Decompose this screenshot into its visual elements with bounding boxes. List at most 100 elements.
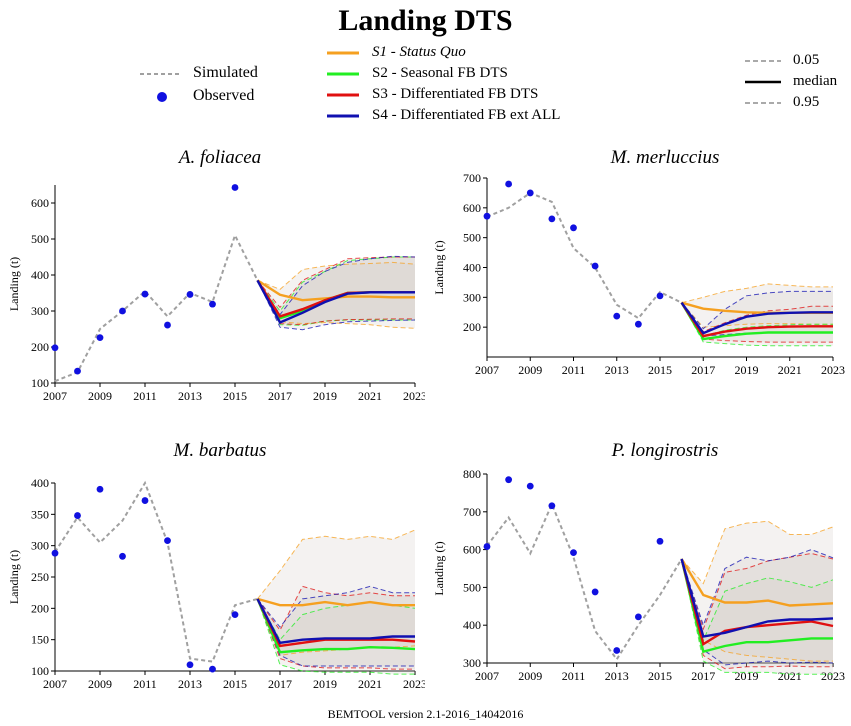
y-tick-label: 300 <box>31 304 49 318</box>
x-tick-label: 2019 <box>735 363 759 377</box>
observed-point <box>656 292 664 300</box>
legend-s2-label: S2 - Seasonal FB DTS <box>372 65 508 81</box>
observed-point <box>119 552 126 560</box>
x-tick-label: 2017 <box>268 389 292 403</box>
x-tick-label: 2017 <box>268 677 292 691</box>
legend-s4-label: S4 - Differentiated FB ext ALL <box>372 107 561 123</box>
observed-point <box>613 312 621 320</box>
observed-point <box>96 334 104 342</box>
series-s2-q05 <box>681 558 833 675</box>
y-tick-label: 400 <box>463 618 481 632</box>
legend-q05-label: 0.05 <box>793 52 820 68</box>
series-s4-q05 <box>257 280 416 331</box>
series-s1-q95 <box>681 520 834 585</box>
panel-title: M. merluccius <box>610 147 720 168</box>
series-s2-median <box>680 302 833 341</box>
series-s4-median <box>680 558 834 638</box>
series-simulated <box>486 191 683 320</box>
y-tick-label: 400 <box>31 476 49 490</box>
x-tick-label: 2013 <box>605 669 629 683</box>
x-tick-label: 2017 <box>691 669 715 683</box>
y-tick-label: 600 <box>463 543 481 557</box>
observed-point <box>613 647 621 654</box>
series-s4-q05 <box>681 558 834 666</box>
observed-point <box>141 497 149 504</box>
x-tick-label: 2021 <box>358 677 382 691</box>
band-s2 <box>257 257 415 326</box>
panel-m-barbatus: M. barbatus 2007 2009 2011 2013 2015 2017 2019… <box>0 440 425 702</box>
series-s2-q05 <box>257 598 415 675</box>
x-tick-label: 2009 <box>518 669 542 683</box>
legend-quantile-swatches <box>745 60 781 104</box>
series-s4-median <box>256 598 415 645</box>
observed-point <box>548 215 556 223</box>
x-tick-label: 2011 <box>562 363 586 377</box>
y-tick-label: 100 <box>31 376 49 390</box>
plot-m-merluccius: 2007 2009 2011 2013 2015 2017 2019 2021 2023 200 3… <box>432 171 845 377</box>
plot-a-foliacea: 2007 2009 2011 2013 2015 2017 2019 2021 2023 100 2… <box>7 184 425 403</box>
observed-point <box>570 224 577 232</box>
panel-title: A. foliacea <box>178 147 262 168</box>
chart-title: Landing DTS <box>338 4 513 37</box>
x-tick-label: 2007 <box>475 363 499 377</box>
x-tick-label: 2009 <box>88 677 112 691</box>
band-s4 <box>681 549 833 665</box>
observed-point <box>231 184 239 191</box>
legend-data-type-swatches <box>140 73 180 102</box>
observed-point <box>164 537 171 545</box>
y-tick-label: 400 <box>31 268 49 282</box>
series-s3-q95 <box>681 552 834 631</box>
series-s3-q05 <box>681 558 833 670</box>
legend-q95-label: 0.95 <box>793 94 820 110</box>
observed-point <box>164 321 171 329</box>
y-axis-label: Landing (t) <box>432 541 446 595</box>
legend-s3-label: S3 - Differentiated FB DTS <box>372 86 539 102</box>
y-tick-label: 500 <box>463 231 481 245</box>
x-tick-label: 2021 <box>358 389 382 403</box>
series-s2-q95 <box>257 256 415 312</box>
y-tick-label: 300 <box>463 290 481 304</box>
legend-quantiles: 0.05 median 0.95 <box>743 52 843 114</box>
observed-point <box>141 290 149 298</box>
x-tick-label: 2011 <box>133 389 157 403</box>
observed-point <box>634 320 642 328</box>
series-s2-q95 <box>681 558 834 642</box>
band-s2 <box>257 598 415 675</box>
series-s2-q05 <box>681 302 833 347</box>
y-tick-label: 200 <box>31 340 49 354</box>
x-tick-label: 2023 <box>403 677 425 691</box>
y-tick-label: 100 <box>31 664 49 678</box>
series-s3-q95 <box>681 302 833 333</box>
series-s4-q05 <box>257 598 415 667</box>
observed-point <box>505 476 513 484</box>
band-s2 <box>681 559 833 675</box>
x-tick-label: 2007 <box>475 669 499 683</box>
series-s1-median <box>257 597 415 607</box>
observed-point <box>186 661 194 669</box>
series-s1-median <box>680 558 834 607</box>
series-s3-median <box>680 558 834 646</box>
observed-point <box>231 611 239 618</box>
observed-point <box>526 482 534 490</box>
y-axis-label: Landing (t) <box>7 257 21 311</box>
series-s4-median <box>256 279 415 325</box>
legend-s1-label: S1 - Status Quo <box>372 44 466 60</box>
x-tick-label: 2007 <box>43 677 67 691</box>
x-tick-label: 2023 <box>403 389 425 403</box>
y-tick-label: 700 <box>463 505 481 519</box>
series-s3-median <box>256 598 416 648</box>
y-tick-label: 150 <box>31 633 49 647</box>
y-tick-label: 400 <box>463 261 481 275</box>
observed-point <box>570 549 577 557</box>
band-s1 <box>681 283 833 328</box>
panel-p-longirostris: P. longirostris 2007 2009 2011 2013 2015 2017… <box>425 440 851 702</box>
observed-point <box>209 665 216 673</box>
x-tick-label: 2011 <box>133 677 157 691</box>
observed-point <box>74 367 81 375</box>
y-tick-label: 600 <box>31 196 49 210</box>
observed-point <box>186 291 194 298</box>
observed-point <box>591 588 599 596</box>
legend-simulated-label: Simulated <box>193 64 258 81</box>
series-s4-q95 <box>257 255 416 316</box>
x-tick-label: 2021 <box>778 669 802 683</box>
